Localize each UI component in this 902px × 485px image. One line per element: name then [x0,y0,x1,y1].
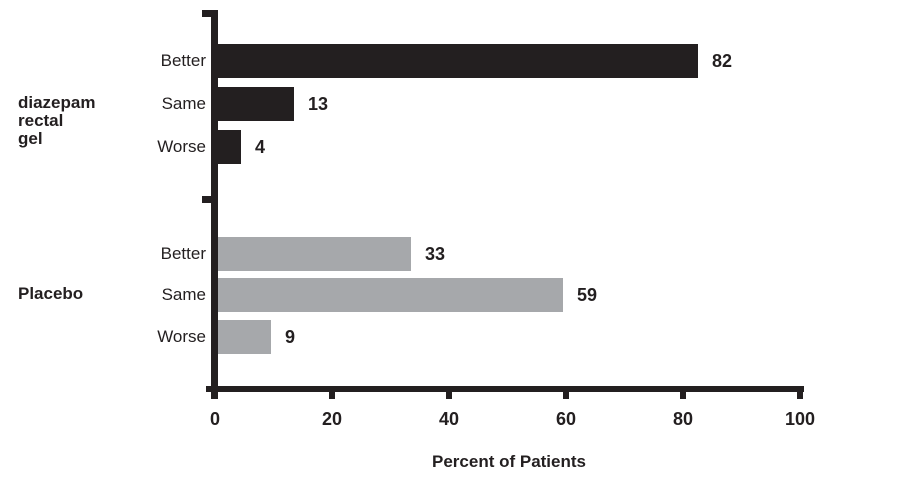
bar-diazepam-worse [218,130,241,164]
bar-placebo-same [218,278,563,312]
bar-diazepam-better [218,44,698,78]
category-label: Better [160,51,206,70]
y-axis-tick-mid [202,196,212,203]
bar-placebo-worse [218,320,271,354]
bar-diazepam-same [218,87,294,121]
bar-row-diazepam-worse: Worse 4 [0,130,265,164]
group-label-line: rectal [18,111,64,130]
value-label: 9 [285,326,296,347]
bar-row-placebo-same: Same 59 [0,278,597,312]
bar-row-placebo-better: Better 33 [0,237,445,271]
bar-placebo-better [218,237,411,271]
category-label: Worse [157,327,206,346]
y-axis-tick-top [202,10,212,17]
value-label: 59 [577,284,598,305]
group-label-diazepam-rectal-gel: diazepam rectal gel [18,94,95,148]
category-label: Worse [157,137,206,156]
bar-row-placebo-worse: Worse 9 [0,320,295,354]
x-axis-tick [797,392,803,399]
x-axis-tick-label: 20 [321,409,343,429]
bar-row-diazepam-same: Same 13 [0,87,328,121]
category-label: Same [161,285,206,304]
x-axis-tick-label: 0 [209,409,220,429]
value-label: 82 [712,50,733,71]
x-axis-tick [563,392,569,399]
x-axis-line [206,386,804,392]
category-label: Better [160,244,206,263]
bar-row-diazepam-better: Better 82 [0,44,732,78]
y-axis-line [211,10,218,399]
x-axis-tick [680,392,686,399]
x-axis-tick-label: 80 [672,409,694,429]
value-label: 13 [308,93,329,114]
value-label: 4 [255,136,266,157]
group-label-line: diazepam [18,93,96,112]
x-axis-tick [329,392,335,399]
group-label-line: gel [18,129,43,148]
x-axis-tick-label: 40 [438,409,460,429]
category-label: Same [161,94,206,113]
value-label: 33 [425,243,446,264]
x-axis-title: Percent of Patients [432,452,586,471]
x-axis-tick [446,392,452,399]
group-label-placebo: Placebo [18,284,84,303]
x-axis-tick-label: 100 [784,409,816,429]
x-axis-tick-label: 60 [555,409,577,429]
